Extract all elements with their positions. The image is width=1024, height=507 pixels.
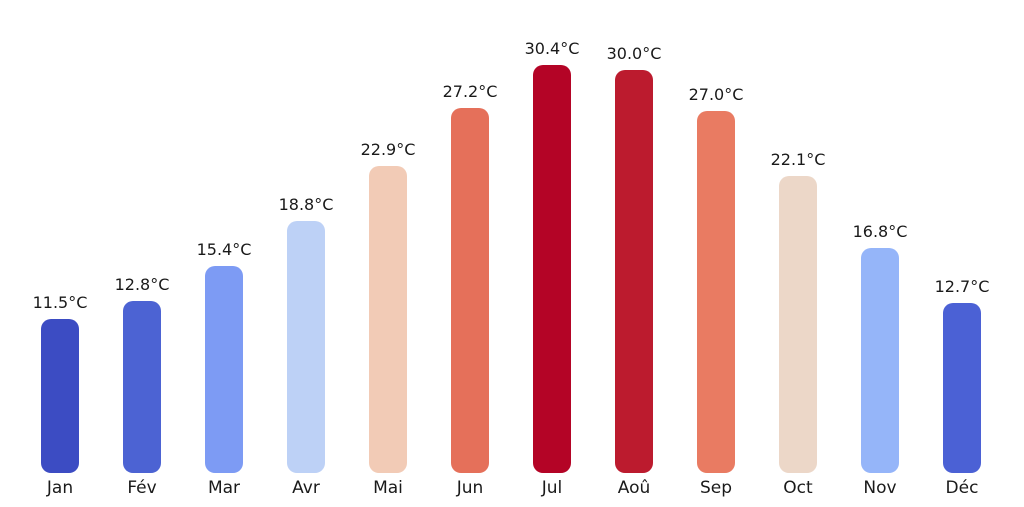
bar (451, 108, 489, 473)
bar-value-label: 27.0°C (688, 85, 744, 104)
bar-value-label: 18.8°C (278, 195, 334, 214)
bar-group-3: 15.4°C Mar (183, 0, 265, 507)
month-tick-label: Jan (46, 478, 74, 498)
bar-group-2: 12.8°C Fév (101, 0, 183, 507)
bar (861, 248, 899, 473)
bar (123, 301, 161, 473)
bar-group-12: 12.7°C Déc (921, 0, 1003, 507)
bar (369, 166, 407, 473)
bar-group-5: 22.9°C Mai (347, 0, 429, 507)
bar-value-label: 30.0°C (606, 44, 662, 63)
month-tick-label: Nov (863, 478, 897, 498)
bar-group-10: 22.1°C Oct (757, 0, 839, 507)
month-tick-label: Mar (207, 478, 241, 498)
month-tick-label: Fév (127, 478, 157, 498)
bar (615, 70, 653, 473)
bar-value-label: 16.8°C (852, 222, 908, 241)
bar (697, 111, 735, 473)
month-tick-label: Mai (373, 478, 403, 498)
bar-value-label: 22.9°C (360, 140, 416, 159)
month-tick-label: Oct (783, 478, 813, 498)
bar-group-8: 30.0°C Aoû (593, 0, 675, 507)
month-tick-label: Déc (945, 478, 979, 498)
bar (287, 221, 325, 473)
bar-group-7: 30.4°C Jul (511, 0, 593, 507)
bar-group-6: 27.2°C Jun (429, 0, 511, 507)
bar (533, 65, 571, 473)
bars-row: 11.5°C Jan 12.8°C Fév 15.4°C Mar 18.8°C Avr 22.9… (19, 0, 1003, 507)
bar-value-label: 12.7°C (934, 277, 990, 296)
month-tick-label: Sep (699, 478, 733, 498)
bar-value-label: 12.8°C (114, 275, 170, 294)
bar-group-9: 27.0°C Sep (675, 0, 757, 507)
bar-group-1: 11.5°C Jan (19, 0, 101, 507)
month-tick-label: Aoû (617, 478, 651, 498)
bar-value-label: 30.4°C (524, 39, 580, 58)
bar (41, 319, 79, 473)
bar-value-label: 11.5°C (32, 293, 88, 312)
bar (943, 303, 981, 473)
bar-value-label: 27.2°C (442, 82, 498, 101)
bar (205, 266, 243, 473)
bar-group-4: 18.8°C Avr (265, 0, 347, 507)
month-tick-label: Avr (292, 478, 320, 498)
month-tick-label: Jun (456, 478, 484, 498)
bar-value-label: 15.4°C (196, 240, 252, 259)
bar-value-label: 22.1°C (770, 150, 826, 169)
bar (779, 176, 817, 473)
bar-group-11: 16.8°C Nov (839, 0, 921, 507)
month-tick-label: Jul (541, 478, 563, 498)
